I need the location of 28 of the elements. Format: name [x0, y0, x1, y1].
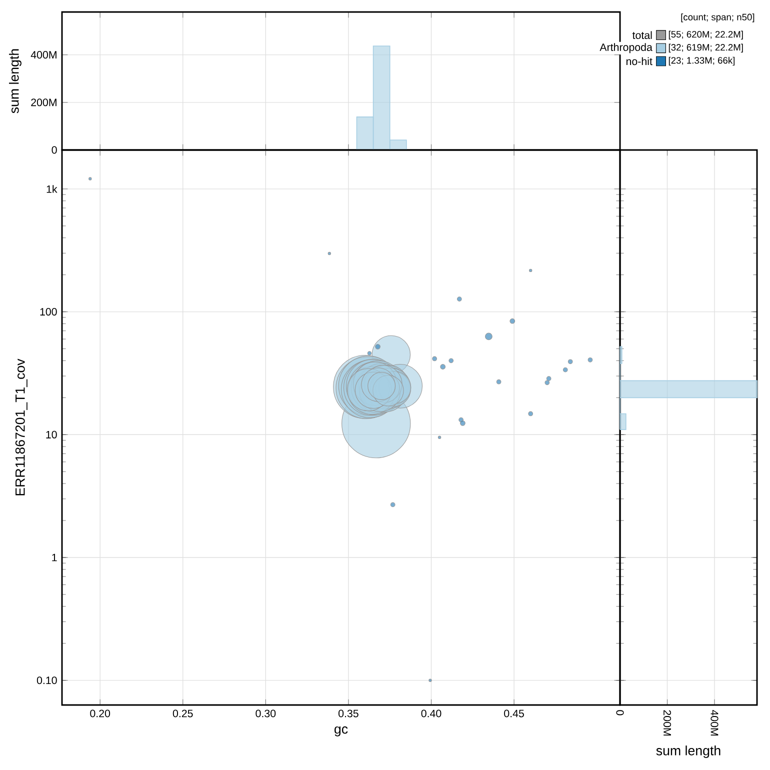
text: [55; 620M; 22.2M]: [668, 30, 743, 40]
x-tick-label: 0.35: [338, 710, 358, 718]
x-tick-label: 0.20: [90, 710, 110, 718]
legend-label: total: [632, 31, 652, 40]
y-axis-title: ERR11867201_T1_cov: [15, 358, 28, 496]
legend-label: no-hit: [626, 57, 652, 66]
x-tick-label: 0.25: [172, 710, 193, 718]
y-tick-label: 200M: [31, 98, 56, 106]
text: [23; 1.33M; 66k]: [668, 56, 735, 66]
x-tick-label: 0.40: [421, 710, 442, 718]
y-tick-label: 0.10: [36, 676, 57, 684]
text: [32; 619M; 22.2M]: [668, 44, 743, 53]
legend-title: [count; span; n50]: [681, 14, 754, 22]
y-tick-label: 0: [52, 146, 57, 154]
x-tick-label: 0: [616, 710, 624, 716]
legend-label: Arthropoda: [600, 43, 652, 54]
y-tick-label: 100: [40, 308, 57, 316]
x-axis-title: sum length: [656, 746, 720, 758]
x-tick-label: 0.45: [504, 710, 524, 718]
x-tick-label: 400M: [710, 710, 718, 736]
x-axis-title: gc: [334, 726, 348, 736]
y-tick-label: 1k: [46, 185, 58, 193]
y-tick-label: 10: [46, 430, 57, 438]
y-tick-label: 400M: [30, 51, 56, 59]
y-tick-label: 1: [52, 554, 57, 562]
y-axis-title: sum length: [9, 49, 22, 114]
x-tick-label: 0.30: [256, 710, 276, 718]
x-tick-label: 200M: [663, 710, 672, 736]
